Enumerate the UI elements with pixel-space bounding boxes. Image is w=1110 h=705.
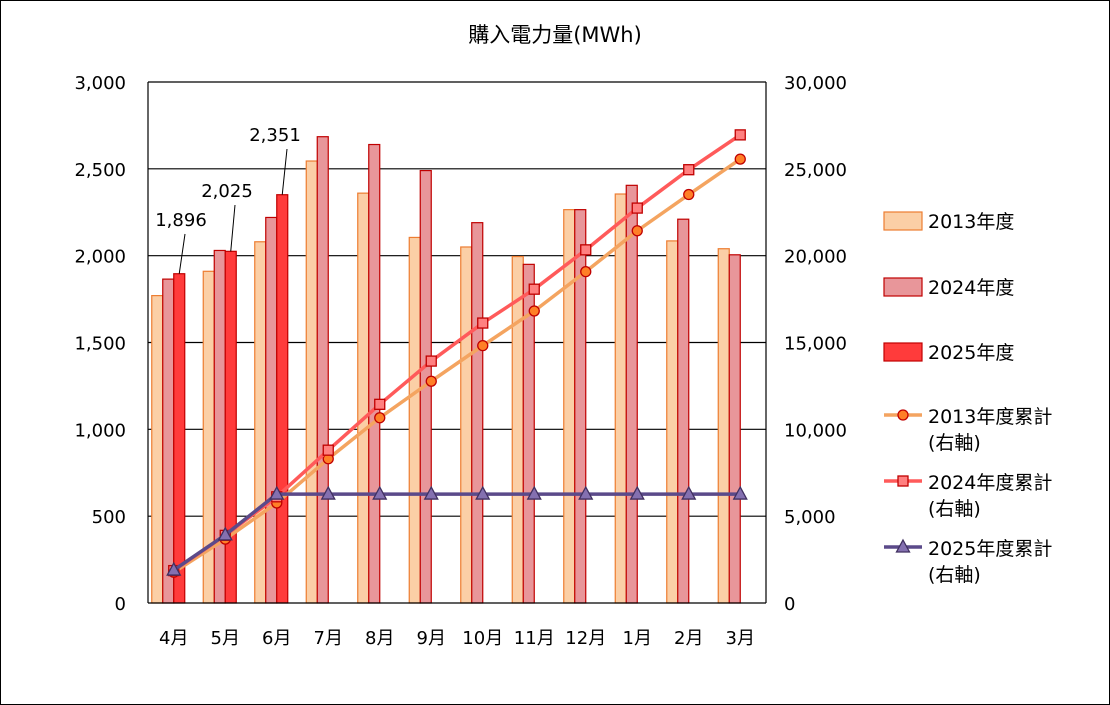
legend-label: 2013年度 (928, 211, 1014, 233)
left-tick-label: 1,000 (74, 420, 126, 441)
right-tick-label: 15,000 (784, 334, 847, 355)
chart-title: 購入電力量(MWh) (468, 23, 642, 47)
line-marker (478, 318, 488, 328)
bar (564, 210, 575, 603)
legend-label: 2013年度累計 (928, 406, 1052, 428)
data-label: 2,351 (249, 125, 301, 146)
line-marker (735, 130, 745, 140)
legend-label-note: (右軸) (928, 432, 981, 454)
legend-label-note: (右軸) (928, 564, 981, 586)
right-tick-label: 30,000 (784, 73, 847, 94)
data-label-leader (179, 234, 185, 274)
left-tick-label: 2,000 (74, 247, 126, 268)
line-marker (426, 376, 436, 386)
legend-label: 2025年度累計 (928, 538, 1052, 560)
bar (678, 219, 689, 603)
data-label: 1,896 (155, 210, 207, 231)
right-tick-label: 0 (784, 594, 795, 615)
line-marker (529, 306, 539, 316)
data-label-leader (231, 205, 235, 251)
line-marker (898, 410, 908, 420)
line-marker (632, 203, 642, 213)
x-tick-label: 12月 (565, 628, 606, 649)
bar (317, 137, 328, 603)
x-tick-label: 7月 (314, 628, 343, 649)
bar (266, 217, 277, 603)
x-tick-label: 11月 (514, 628, 555, 649)
legend-swatch (884, 278, 922, 296)
x-tick-label: 6月 (262, 628, 291, 649)
left-tick-label: 1,500 (74, 334, 126, 355)
left-tick-label: 2,500 (74, 160, 126, 181)
left-tick-label: 0 (115, 594, 126, 615)
x-tick-label: 8月 (365, 628, 394, 649)
line-marker (426, 356, 436, 366)
line-marker (375, 399, 385, 409)
x-tick-label: 4月 (159, 628, 188, 649)
line-marker (898, 476, 908, 486)
bar (667, 241, 678, 603)
bar (277, 195, 288, 603)
legend-label: 2024年度累計 (928, 472, 1052, 494)
data-label-leader (282, 149, 287, 195)
bar (152, 296, 163, 603)
x-tick-label: 3月 (726, 628, 755, 649)
right-tick-label: 5,000 (784, 507, 836, 528)
right-tick-label: 25,000 (784, 160, 847, 181)
bar (626, 185, 637, 603)
bar (472, 223, 483, 603)
bar (409, 237, 420, 603)
bar (225, 251, 236, 603)
left-tick-label: 3,000 (74, 73, 126, 94)
bar (512, 257, 523, 603)
data-label: 2,025 (201, 181, 253, 202)
legend-swatch (884, 343, 922, 361)
bar (615, 194, 626, 603)
line-marker (323, 445, 333, 455)
bar (214, 250, 225, 603)
left-tick-label: 500 (92, 507, 126, 528)
x-tick-label: 9月 (417, 628, 446, 649)
line-marker (529, 284, 539, 294)
line-marker (684, 190, 694, 200)
line-marker (478, 341, 488, 351)
line-marker (632, 226, 642, 236)
bar (729, 255, 740, 603)
line-marker (581, 267, 591, 277)
legend-label-note: (右軸) (928, 498, 981, 520)
x-tick-label: 2月 (674, 628, 703, 649)
line-marker (684, 165, 694, 175)
bar (718, 249, 729, 603)
bar (174, 274, 185, 603)
legend-swatch (884, 212, 922, 230)
x-tick-label: 5月 (211, 628, 240, 649)
bar (306, 161, 317, 603)
bar (358, 193, 369, 603)
legend-label: 2025年度 (928, 342, 1014, 364)
line-marker (581, 245, 591, 255)
line-marker (735, 154, 745, 164)
right-tick-label: 20,000 (784, 247, 847, 268)
bar (255, 242, 266, 603)
line-marker (375, 413, 385, 423)
x-tick-label: 1月 (623, 628, 652, 649)
bar (163, 279, 174, 603)
right-tick-label: 10,000 (784, 420, 847, 441)
legend: 2013年度 2024年度 2025年度 2013年度累計 (右軸) 2024年度累計 (右… (884, 211, 1052, 586)
x-tick-label: 10月 (462, 628, 503, 649)
legend-label: 2024年度 (928, 277, 1014, 299)
bar (461, 247, 472, 603)
bar (369, 145, 380, 603)
